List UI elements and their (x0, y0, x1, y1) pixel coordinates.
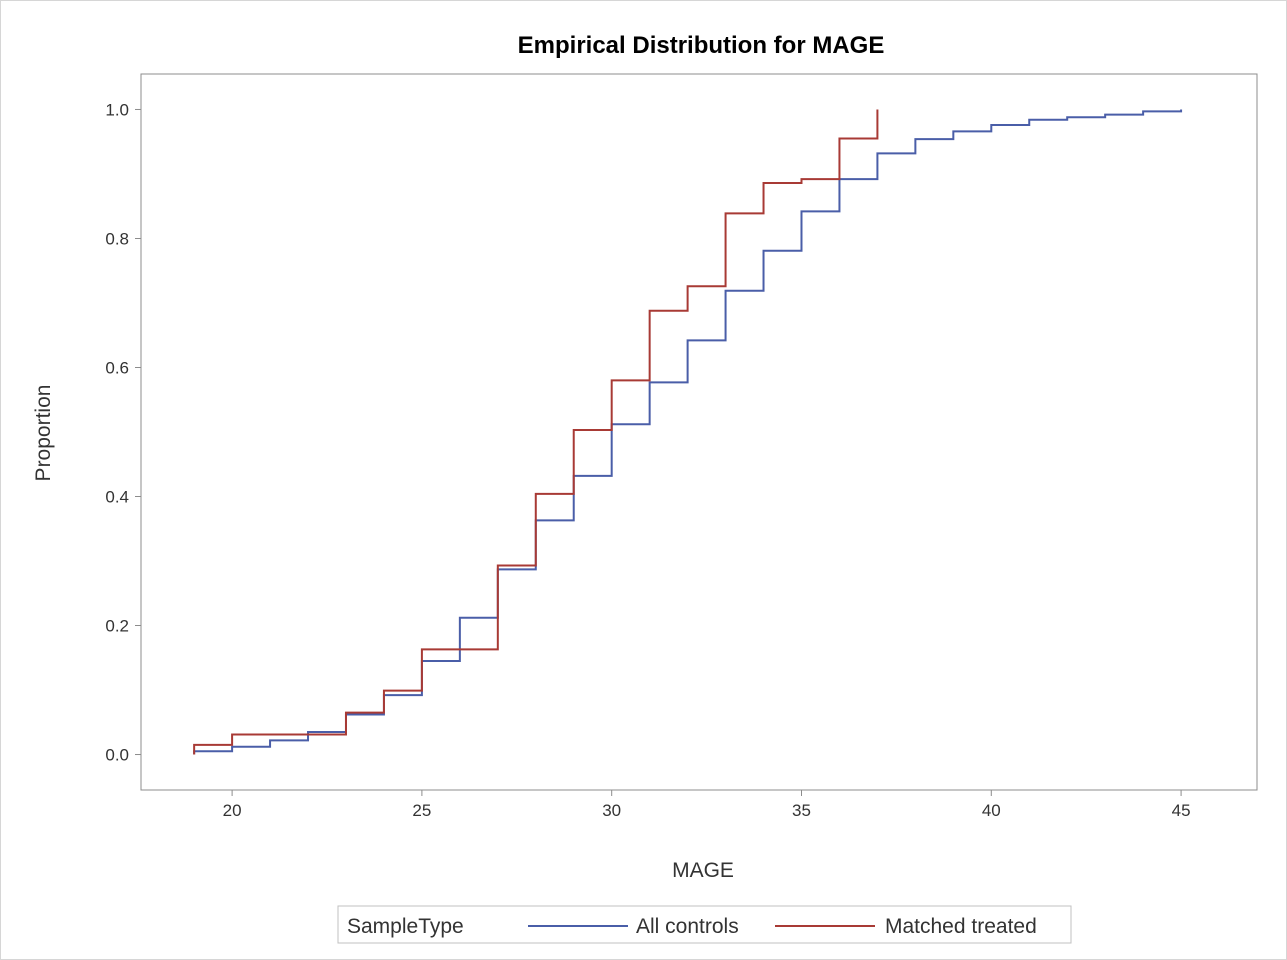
series-group (193, 109, 1183, 755)
legend-label-all-controls: All controls (636, 915, 739, 938)
x-axis-label: MAGE (672, 859, 734, 882)
plot-area (140, 73, 1258, 791)
x-tick-label: 45 (1172, 801, 1191, 820)
y-tick-label: 0.8 (105, 229, 129, 248)
x-tick-label: 30 (602, 801, 621, 820)
y-tick-label: 0.2 (105, 617, 129, 636)
x-axis: 20 25 30 35 40 45 (223, 790, 1191, 820)
legend-title: SampleType (347, 915, 464, 938)
y-axis-label: Proportion (32, 385, 55, 482)
x-tick-label: 20 (223, 801, 242, 820)
y-tick-label: 0.6 (105, 358, 129, 377)
legend-box (337, 905, 1072, 944)
series-line-matched-treated (193, 109, 879, 755)
y-tick-label: 1.0 (105, 100, 129, 119)
x-tick-label: 35 (792, 801, 811, 820)
legend: SampleType All controls Matched treated (337, 905, 1072, 944)
y-tick-label: 0.0 (105, 746, 129, 765)
x-tick-label: 25 (412, 801, 431, 820)
x-tick-label: 40 (982, 801, 1001, 820)
y-axis: 0.0 0.2 0.4 0.6 0.8 1.0 (105, 100, 141, 765)
y-tick-label: 0.4 (105, 488, 129, 507)
legend-label-matched-treated: Matched treated (885, 915, 1037, 938)
chart-title: Empirical Distribution for MAGE (518, 32, 885, 59)
